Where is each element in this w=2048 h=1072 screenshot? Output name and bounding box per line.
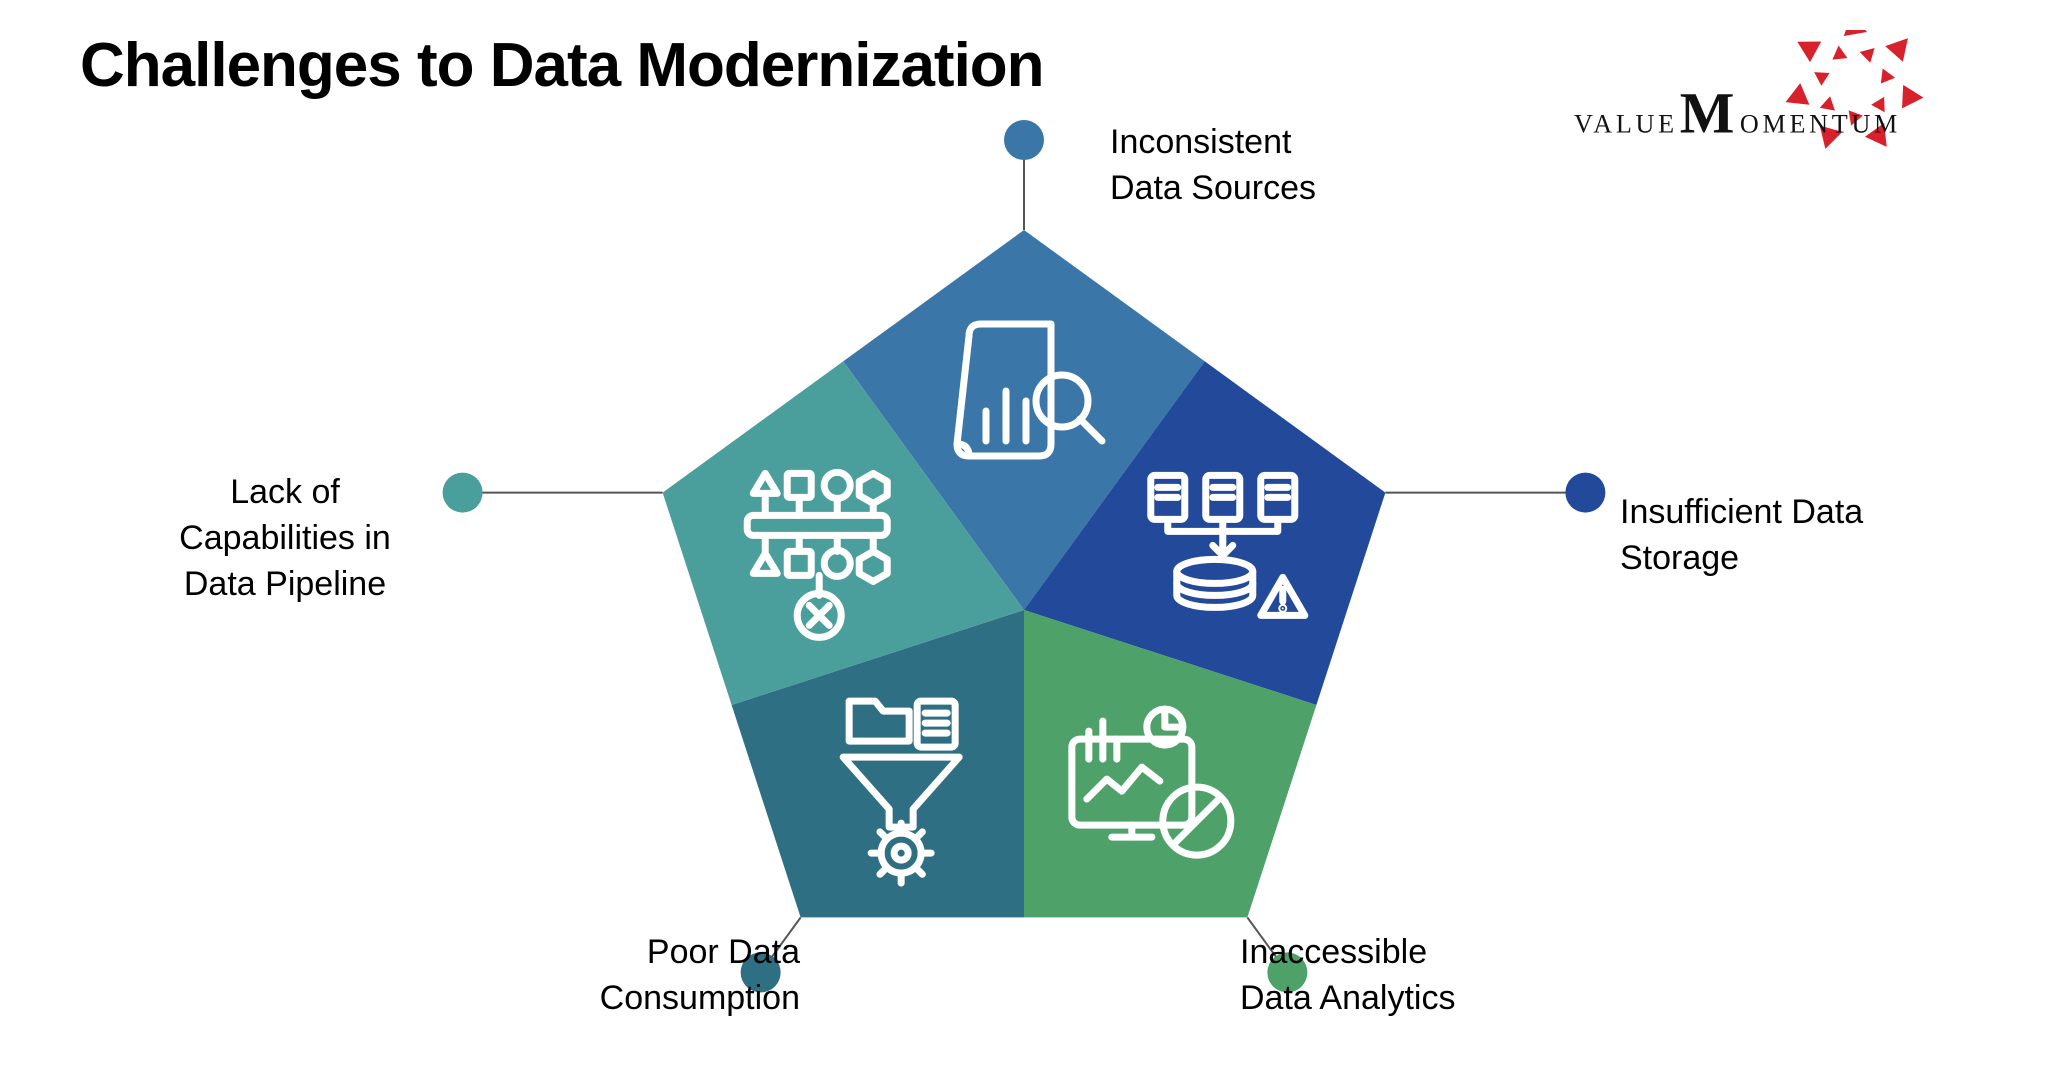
infographic-canvas: Challenges to Data Modernization VALUEMO… [0,0,2048,1072]
label-inconsistent-data-sources: Inconsistent Data Sources [1110,120,1430,212]
connector-dot [1004,120,1044,160]
label-lack-of-capabilities: Lack of Capabilities in Data Pipeline [120,470,450,608]
label-insufficient-data-storage: Insufficient Data Storage [1620,490,1980,582]
label-poor-data-consumption: Poor Data Consumption [440,930,800,1022]
label-inaccessible-data-analytics: Inaccessible Data Analytics [1240,930,1600,1022]
connector-dot [1565,473,1605,513]
